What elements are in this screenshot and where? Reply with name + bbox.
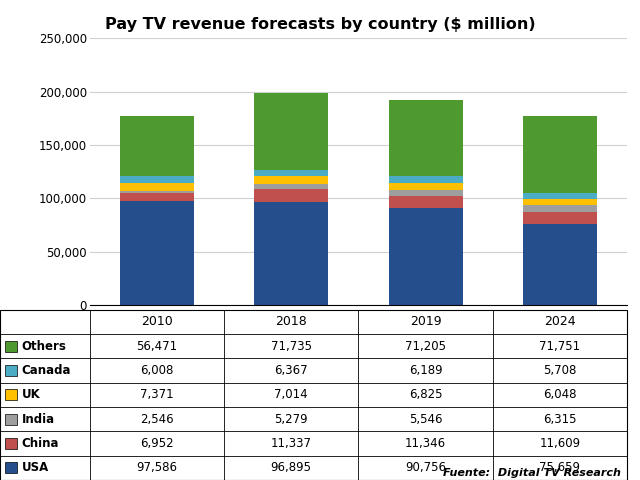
- Text: China: China: [22, 437, 60, 450]
- Text: 11,337: 11,337: [271, 437, 312, 450]
- Text: 6,952: 6,952: [140, 437, 173, 450]
- Bar: [5, 389, 17, 400]
- Bar: [523, 205, 597, 212]
- Bar: [388, 176, 463, 183]
- Bar: [523, 224, 597, 305]
- Bar: [5, 365, 17, 376]
- Text: 6,008: 6,008: [140, 364, 173, 377]
- Text: 7,371: 7,371: [140, 388, 173, 401]
- Bar: [254, 190, 328, 202]
- Bar: [254, 202, 328, 305]
- Bar: [120, 201, 194, 305]
- Text: Pay TV revenue forecasts by country ($ million): Pay TV revenue forecasts by country ($ m…: [105, 17, 535, 32]
- Text: 2010: 2010: [141, 315, 173, 328]
- Text: 6,825: 6,825: [409, 388, 442, 401]
- Text: 6,189: 6,189: [409, 364, 442, 377]
- Bar: [5, 438, 17, 449]
- Text: 11,609: 11,609: [540, 437, 580, 450]
- Text: 11,346: 11,346: [405, 437, 446, 450]
- Bar: [120, 116, 194, 177]
- Text: 5,546: 5,546: [409, 413, 442, 426]
- Bar: [120, 183, 194, 191]
- Text: 2024: 2024: [544, 315, 576, 328]
- Bar: [523, 199, 597, 205]
- Text: 90,756: 90,756: [405, 461, 446, 474]
- Bar: [254, 169, 328, 176]
- Text: 7,014: 7,014: [275, 388, 308, 401]
- Bar: [254, 176, 328, 184]
- Text: 6,315: 6,315: [543, 413, 577, 426]
- Text: 56,471: 56,471: [136, 340, 177, 353]
- Text: 2019: 2019: [410, 315, 442, 328]
- Text: Canada: Canada: [22, 364, 71, 377]
- Bar: [254, 184, 328, 190]
- Bar: [120, 193, 194, 201]
- Bar: [523, 212, 597, 224]
- Text: 96,895: 96,895: [271, 461, 312, 474]
- Text: USA: USA: [22, 461, 49, 474]
- Text: Fuente:  Digital TV Research: Fuente: Digital TV Research: [443, 468, 621, 478]
- Text: 5,279: 5,279: [275, 413, 308, 426]
- Text: UK: UK: [22, 388, 40, 401]
- Text: 2018: 2018: [275, 315, 307, 328]
- Bar: [388, 190, 463, 196]
- Text: Others: Others: [22, 340, 67, 353]
- Text: 97,586: 97,586: [136, 461, 177, 474]
- Text: 71,751: 71,751: [540, 340, 580, 353]
- Bar: [388, 100, 463, 176]
- Bar: [5, 414, 17, 425]
- Bar: [254, 93, 328, 169]
- Text: India: India: [22, 413, 55, 426]
- Bar: [523, 192, 597, 199]
- Text: 75,659: 75,659: [540, 461, 580, 474]
- Bar: [120, 177, 194, 183]
- Bar: [523, 116, 597, 192]
- Bar: [388, 183, 463, 190]
- Bar: [5, 462, 17, 473]
- Bar: [388, 196, 463, 208]
- Text: 71,735: 71,735: [271, 340, 312, 353]
- Text: 6,367: 6,367: [275, 364, 308, 377]
- Text: 6,048: 6,048: [543, 388, 577, 401]
- Text: 71,205: 71,205: [405, 340, 446, 353]
- Text: 2,546: 2,546: [140, 413, 173, 426]
- Bar: [120, 191, 194, 193]
- Bar: [388, 208, 463, 305]
- Bar: [5, 341, 17, 351]
- Text: 5,708: 5,708: [543, 364, 577, 377]
